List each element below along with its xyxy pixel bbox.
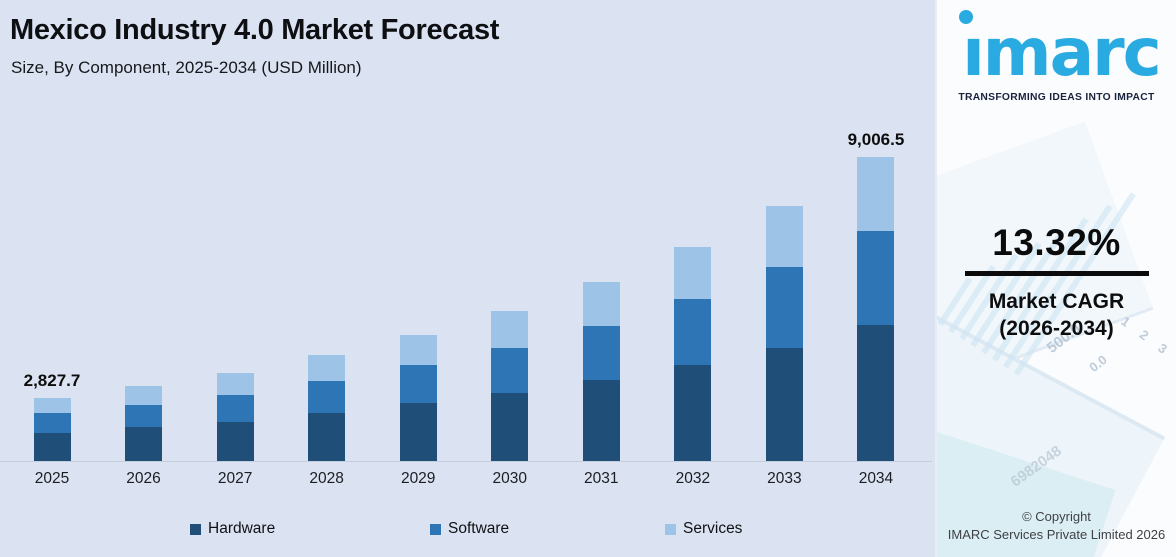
x-axis-label-2027: 2027: [217, 470, 253, 487]
x-axis-label-2028: 2028: [309, 470, 344, 487]
bar-group-2030: [491, 311, 529, 461]
cagr-underline: [964, 271, 1149, 276]
bar-group-2032: [674, 247, 712, 461]
bar-segment-hardware-2028: [308, 413, 346, 461]
cagr-label-line2: (2026-2034): [999, 317, 1114, 340]
cagr-label-line1: Market CAGR: [988, 290, 1125, 313]
bar-segment-services-2031: [582, 282, 620, 326]
bar-group-2028: [308, 355, 346, 461]
bar-segment-software-2029: [399, 365, 437, 403]
bar-segment-services-2029: [399, 335, 437, 365]
bar-segment-hardware-2029: [399, 403, 437, 461]
bar-segment-services-2028: [308, 355, 346, 381]
cagr-block: 13.32% Market CAGR (2026-2034): [937, 222, 1176, 342]
brand-wordmark: ımarc: [962, 14, 1162, 91]
bar-segment-software-2034: [857, 231, 895, 325]
x-axis-label-2032: 2032: [675, 470, 711, 487]
cagr-value: 13.32%: [992, 222, 1121, 263]
bar-group-2031: [582, 282, 620, 461]
bar-group-2025: [33, 398, 71, 461]
bar-segment-hardware-2030: [491, 393, 529, 461]
page-subtitle: Size, By Component, 2025-2034 (USD Milli…: [11, 58, 362, 77]
copyright-note: © Copyright IMARC Services Private Limit…: [937, 508, 1176, 544]
bar-segment-software-2032: [674, 299, 712, 365]
x-axis-label-2026: 2026: [126, 470, 161, 487]
bar-segment-software-2026: [125, 405, 163, 427]
bar-group-2033: [765, 206, 803, 461]
x-axis-label-2031: 2031: [584, 470, 619, 487]
value-label-2025: 2,827.7: [23, 371, 81, 390]
legend-label-hardware: Hardware: [208, 520, 276, 537]
chart-panel: Mexico Industry 4.0 Market Forecast Size…: [0, 0, 935, 557]
bar-segment-software-2033: [765, 267, 803, 348]
value-label-2034: 9,006.5: [847, 130, 905, 149]
hardware-legend-swatch-icon: [190, 524, 201, 535]
bar-segment-services-2026: [125, 386, 163, 405]
brand-sidebar: 500.0 0.0 1 2 3 4 6982048 ımarc TRANSFOR…: [935, 0, 1176, 557]
page-title: Mexico Industry 4.0 Market Forecast: [10, 14, 500, 46]
bar-group-2029: [399, 335, 437, 461]
copyright-line1: © Copyright: [1022, 509, 1091, 524]
x-axis-label-2033: 2033: [767, 470, 802, 487]
legend-item-software: Software: [430, 520, 509, 538]
bar-segment-services-2034: [857, 157, 895, 231]
legend-item-services: Services: [665, 520, 742, 538]
x-axis-label-2029: 2029: [400, 470, 436, 487]
bar-group-2027: [216, 373, 254, 461]
brand-tagline: TRANSFORMING IDEAS INTO IMPACT: [958, 92, 1155, 103]
bar-segment-software-2030: [491, 348, 529, 393]
bar-segment-hardware-2026: [125, 427, 163, 461]
legend-item-hardware: Hardware: [190, 520, 275, 538]
bar-group-2026: [125, 386, 163, 461]
bar-segment-services-2032: [674, 247, 712, 299]
bar-segment-services-2025: [33, 398, 71, 413]
copyright-line2: IMARC Services Private Limited 2026: [947, 527, 1166, 542]
x-axis-label-2030: 2030: [492, 470, 527, 487]
bar-segment-software-2027: [216, 395, 254, 422]
bar-segment-hardware-2027: [216, 422, 254, 461]
software-legend-swatch-icon: [430, 524, 441, 535]
bar-segment-hardware-2025: [33, 433, 71, 461]
bar-segment-hardware-2031: [582, 380, 620, 461]
legend-label-software: Software: [448, 520, 510, 537]
x-axis-label-2034: 2034: [858, 470, 894, 487]
services-legend-swatch-icon: [665, 524, 676, 535]
plot-area: 2025 2,827.7 2026 2027 2028 2029 2030 2031 2032 2…: [0, 130, 932, 487]
bar-segment-services-2033: [765, 206, 803, 267]
bar-segment-software-2031: [582, 326, 620, 380]
x-axis-line: [0, 461, 932, 462]
bar-segment-services-2030: [491, 311, 529, 348]
legend-label-services: Services: [683, 520, 743, 537]
bar-segment-hardware-2034: [857, 325, 895, 461]
bar-group-2034: [857, 157, 895, 461]
bar-segment-software-2025: [33, 413, 71, 433]
bar-segment-software-2028: [308, 381, 346, 413]
x-axis-label-2025: 2025: [34, 470, 70, 487]
bar-segment-hardware-2033: [765, 348, 803, 461]
bar-segment-hardware-2032: [674, 365, 712, 461]
bar-segment-services-2027: [216, 373, 254, 395]
logo-dot-icon: [959, 10, 973, 24]
